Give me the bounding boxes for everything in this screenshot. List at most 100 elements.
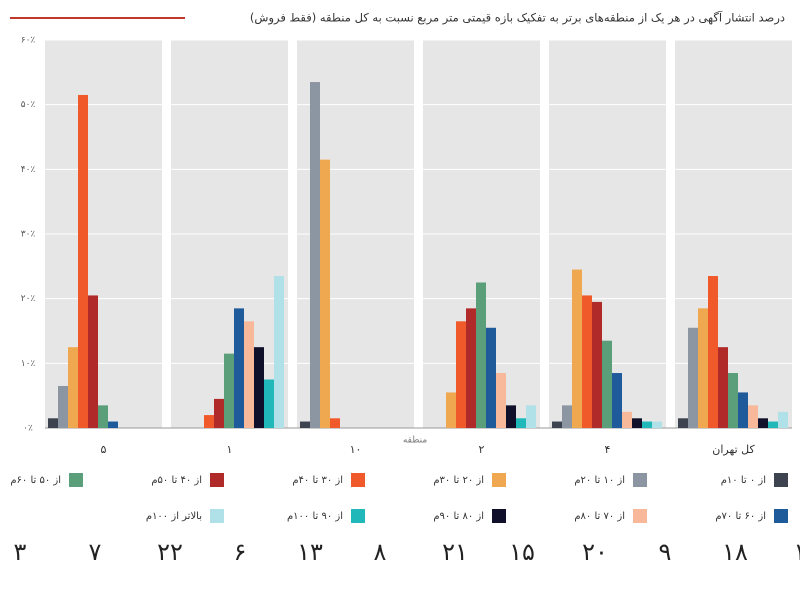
- bar: [78, 94, 88, 428]
- bar: [728, 373, 738, 428]
- footer-number: ۲۰: [582, 538, 608, 566]
- legend-swatch: [69, 473, 83, 487]
- footer-number: ۲۲: [157, 538, 183, 566]
- footer-number: ۳: [14, 538, 27, 566]
- bar: [632, 418, 642, 428]
- bar: [476, 282, 486, 428]
- legend-swatch: [492, 473, 506, 487]
- legend-swatch: [633, 509, 647, 523]
- bar: [456, 321, 466, 428]
- footer-number: ۹: [659, 538, 672, 566]
- bar: [778, 411, 788, 428]
- bar: [320, 159, 330, 428]
- bar: [738, 392, 748, 428]
- footer-number: ۲۱: [442, 538, 468, 566]
- y-tick-label: ۰٪: [23, 424, 33, 434]
- y-tick-label: ۵۰٪: [21, 100, 36, 110]
- footer-number: ۱۳: [297, 538, 323, 566]
- x-tick-label: ۴: [605, 443, 611, 456]
- bar: [224, 353, 234, 428]
- bar: [506, 405, 516, 428]
- bar: [612, 373, 622, 428]
- legend-label: از ۱۰ تا ۲۰م: [574, 475, 625, 486]
- bar: [622, 411, 632, 428]
- bar: [562, 405, 572, 428]
- bar: [592, 301, 602, 428]
- bar: [642, 421, 652, 428]
- bar: [768, 421, 778, 428]
- legend-swatch: [210, 473, 224, 487]
- bar: [698, 308, 708, 428]
- y-tick-label: ۲۰٪: [21, 294, 36, 304]
- footer-number: ۱۵: [509, 538, 535, 566]
- x-tick-label: کل تهران: [712, 443, 755, 456]
- bar: [466, 308, 476, 428]
- y-tick-label: ۶۰٪: [21, 36, 36, 46]
- legend-label: از ۲۰ تا ۳۰م: [433, 475, 484, 486]
- y-tick-label: ۱۰٪: [21, 359, 36, 369]
- bar: [274, 276, 284, 428]
- bar: [486, 327, 496, 428]
- legend-swatch: [351, 509, 365, 523]
- bar: [516, 418, 526, 428]
- legend-label: از ۵۰ تا ۶۰م: [10, 475, 61, 486]
- legend-label: از ۳۰ تا ۴۰م: [292, 475, 343, 486]
- bar: [310, 82, 320, 429]
- bar: [108, 421, 118, 428]
- y-tick-label: ۴۰٪: [21, 165, 36, 175]
- bar: [68, 347, 78, 428]
- legend-label: از ۷۰ تا ۸۰م: [574, 511, 625, 522]
- x-tick-label: ۵: [101, 443, 107, 456]
- bar: [678, 418, 688, 428]
- bar: [602, 340, 612, 428]
- bar: [526, 405, 536, 428]
- bar: [688, 327, 698, 428]
- bar: [572, 269, 582, 428]
- bar: [708, 276, 718, 428]
- footer-number: ۱۸: [722, 538, 748, 566]
- legend-swatch: [492, 509, 506, 523]
- x-tick-label: ۱: [227, 443, 233, 456]
- footer-number: ۶: [234, 538, 247, 566]
- x-axis-label: منطقه: [403, 436, 427, 446]
- bar: [300, 421, 310, 428]
- chart-title: درصد انتشار آگهی در هر یک از منطقه‌های ب…: [250, 11, 785, 26]
- bar: [446, 392, 456, 428]
- legend-swatch: [633, 473, 647, 487]
- legend-label: از ۰ تا ۱۰م: [721, 475, 766, 486]
- bar: [254, 347, 264, 428]
- bar: [214, 398, 224, 428]
- bar: [58, 385, 68, 428]
- footer-number: ۱: [794, 538, 800, 566]
- legend-label: بالاتر از ۱۰۰م: [146, 511, 202, 522]
- footer-number: ۸: [374, 538, 387, 566]
- legend-label: از ۴۰ تا ۵۰م: [151, 475, 202, 486]
- y-tick-label: ۳۰٪: [21, 230, 36, 240]
- bar: [48, 418, 58, 428]
- bar: [748, 405, 758, 428]
- legend-swatch: [210, 509, 224, 523]
- footer-number: ۷: [89, 538, 102, 566]
- bar: [204, 415, 214, 428]
- legend-swatch: [774, 473, 788, 487]
- bar: [234, 308, 244, 428]
- bar: [264, 379, 274, 428]
- bar: [718, 347, 728, 428]
- legend-label: از ۸۰ تا ۹۰م: [433, 511, 484, 522]
- bar: [98, 405, 108, 428]
- bar: [758, 418, 768, 428]
- bar: [330, 418, 340, 428]
- x-tick-label: ۱۰: [350, 443, 362, 456]
- bar: [88, 295, 98, 428]
- legend-label: از ۹۰ تا ۱۰۰م: [287, 511, 343, 522]
- legend-swatch: [774, 509, 788, 523]
- bar: [496, 373, 506, 428]
- legend-swatch: [351, 473, 365, 487]
- legend-label: از ۶۰ تا ۷۰م: [715, 511, 766, 522]
- x-tick-label: ۲: [479, 443, 485, 456]
- bar: [652, 421, 662, 428]
- bar: [552, 421, 562, 428]
- bar: [582, 295, 592, 428]
- bar: [244, 321, 254, 428]
